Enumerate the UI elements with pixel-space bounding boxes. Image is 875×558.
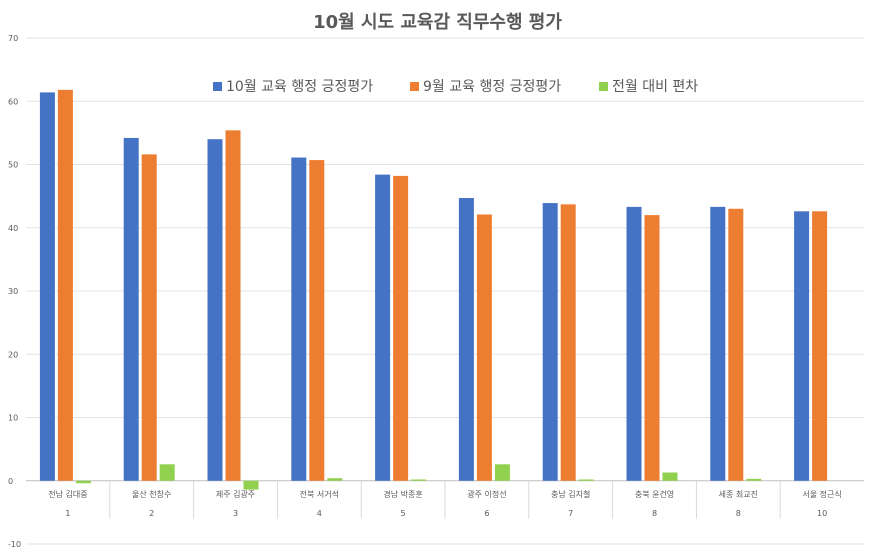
bar [141,154,157,481]
x-rank-label: 8 [736,509,741,518]
legend-swatch [599,82,608,91]
bar [662,472,678,481]
x-rank-label: 7 [568,509,573,518]
bar [225,130,241,481]
x-category-label: 전북 서거석 [300,489,339,499]
y-tick-label: 50 [8,161,18,170]
bar [207,139,223,481]
bar [291,157,307,481]
x-category-label: 충남 김지철 [551,489,590,499]
y-tick-label: -10 [8,540,21,549]
bar [375,174,391,481]
bar [728,208,744,481]
bar [243,480,259,490]
y-tick-label: 40 [8,224,18,233]
x-rank-label: 4 [317,509,322,518]
bar [309,160,325,481]
x-rank-label: 2 [149,509,154,518]
x-rank-label: 10 [817,509,827,518]
x-rank-label: 5 [401,509,406,518]
bar [578,479,594,481]
x-rank-label: 1 [65,509,70,518]
bar [411,479,427,481]
bar [123,137,139,481]
bar [327,478,343,481]
bar [57,89,73,481]
x-category-label: 제주 김광주 [216,489,255,499]
bar [393,175,409,481]
x-category-label: 울산 천창수 [132,489,171,499]
x-rank-label: 8 [652,509,657,518]
bar [710,206,726,481]
legend-label: 9월 교육 행정 긍정평가 [423,79,561,95]
x-category-label: 전남 김대중 [48,489,87,499]
bar [746,478,762,481]
y-tick-label: 60 [8,97,18,106]
bar [542,203,558,481]
x-category-label: 충북 윤건영 [635,489,674,499]
x-category-label: 서울 정근식 [802,489,841,499]
x-category-label: 세종 최교진 [719,489,758,499]
bar [560,204,576,481]
bar [75,480,91,484]
legend-swatch [213,82,222,91]
x-category-label: 경남 박종훈 [383,489,422,499]
bar [626,206,642,481]
x-category-label: 광주 이정선 [467,489,506,499]
legend-label: 전월 대비 편차 [612,79,698,95]
bar [494,464,510,481]
y-tick-label: 10 [8,414,18,423]
legend-label: 10월 교육 행정 긍정평가 [226,79,373,95]
y-tick-label: 70 [8,34,18,43]
bar [812,211,828,481]
bar [794,211,810,481]
y-tick-label: 0 [8,477,13,486]
bar [39,92,55,481]
bar [458,198,474,481]
x-rank-label: 6 [484,509,489,518]
chart-title: 10월 시도 교육감 직무수행 평가 [313,12,562,33]
x-rank-label: 3 [233,509,238,518]
bar [644,215,660,481]
bar [476,214,492,481]
y-tick-label: 20 [8,350,18,359]
legend-swatch [410,82,419,91]
y-tick-label: 30 [8,287,18,296]
bar [159,464,175,481]
